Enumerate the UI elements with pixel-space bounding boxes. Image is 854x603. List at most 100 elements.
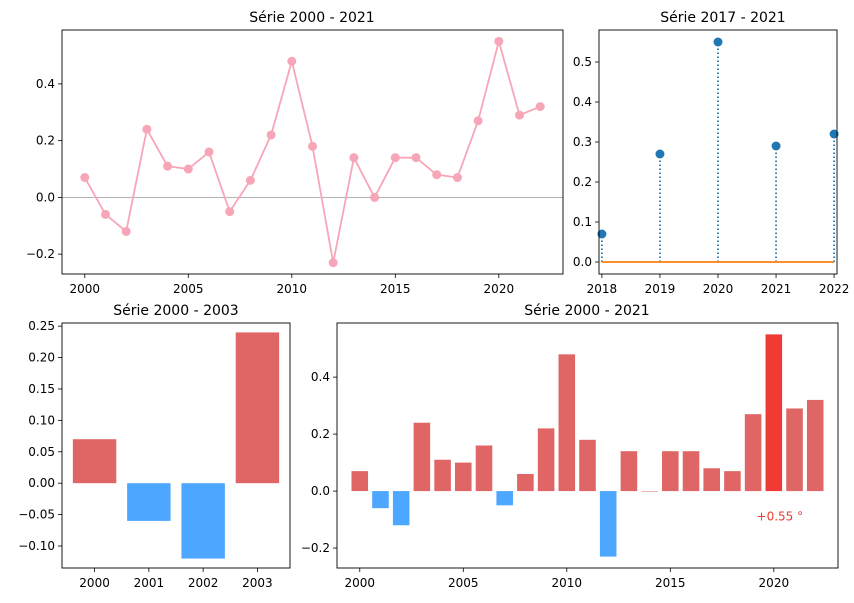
x-tick-label: 2003 — [242, 576, 273, 590]
bar — [724, 471, 741, 492]
x-tick-label: 2001 — [134, 576, 165, 590]
axes-frame — [336, 322, 839, 569]
bar — [786, 408, 803, 492]
bar — [181, 483, 225, 559]
x-tick-label: 2002 — [188, 576, 219, 590]
data-point — [100, 209, 110, 219]
bar — [351, 471, 369, 492]
bar — [620, 451, 638, 492]
y-tick-label: 0.0 — [36, 190, 55, 204]
stem-marker — [597, 229, 607, 239]
x-tick-label: 2005 — [448, 576, 479, 590]
y-tick-label: 0.0 — [573, 255, 592, 269]
y-tick-label: 0.2 — [36, 134, 55, 148]
axes-frame — [61, 29, 564, 275]
bar — [413, 422, 431, 492]
y-tick-label: 0.4 — [36, 77, 55, 91]
data-point — [183, 164, 193, 174]
y-tick-label: −0.2 — [301, 541, 330, 555]
axes-frame — [598, 29, 838, 275]
bar — [235, 332, 280, 484]
y-tick-label: −0.2 — [26, 247, 55, 261]
data-point — [121, 226, 131, 236]
bar — [372, 491, 389, 509]
bar — [392, 491, 410, 526]
data-point — [494, 36, 504, 46]
x-tick-label: 2010 — [552, 576, 583, 590]
y-tick-label: −0.05 — [18, 508, 55, 522]
series-line — [83, 37, 541, 263]
stem-marker — [655, 149, 665, 159]
x-tick-label: 2000 — [344, 576, 375, 590]
y-tick-label: 0.2 — [311, 427, 330, 441]
bar — [455, 462, 472, 492]
y-tick-label: 0.3 — [573, 135, 592, 149]
chart-bottom-left-bar: Série 2000 - 2003 −0.10 −0.05 0.00 0.05 0.10… — [18, 303, 291, 590]
y-tick-label: 0.1 — [573, 215, 592, 229]
x-tick-label: 2018 — [587, 282, 618, 296]
bar — [641, 491, 658, 492]
y-tick-label: 0.00 — [28, 476, 55, 490]
data-point — [390, 153, 400, 163]
x-tick-label: 2020 — [484, 282, 515, 296]
chart-title: Série 2017 - 2021 — [660, 10, 785, 26]
y-tick-label: 0.5 — [573, 55, 592, 69]
data-point — [287, 56, 297, 66]
bar — [72, 439, 117, 484]
bar — [475, 445, 493, 492]
y-tick-label: 0.10 — [28, 413, 55, 427]
bar — [558, 354, 576, 492]
y-tick-label: 0.0 — [311, 484, 330, 498]
x-tick-label: 2020 — [703, 282, 734, 296]
bar — [744, 414, 762, 492]
data-point — [163, 161, 173, 171]
y-tick-label: −0.10 — [18, 539, 55, 553]
bar — [806, 399, 824, 492]
axes-frame — [61, 322, 291, 569]
y-tick-label: 0.05 — [28, 445, 55, 459]
bar — [682, 451, 700, 492]
data-point — [245, 175, 255, 185]
x-tick-label: 2000 — [69, 282, 100, 296]
bar — [537, 428, 555, 492]
data-point — [535, 102, 545, 112]
data-point — [432, 170, 442, 180]
stem-marker — [771, 141, 781, 151]
y-tick-label: 0.4 — [573, 95, 592, 109]
chart-title: Série 2000 - 2021 — [524, 303, 649, 319]
chart-top-right-stem: Série 2017 - 2021 0.0 0.1 0.2 0.3 0.4 0.5 2018… — [573, 10, 849, 296]
highlighted-bar — [765, 334, 783, 492]
bar — [662, 451, 679, 492]
data-point — [80, 173, 90, 183]
x-tick-label: 2021 — [761, 282, 792, 296]
data-point — [515, 110, 525, 120]
stem-marker — [713, 37, 723, 47]
chart-bottom-right-bar: Série 2000 - 2021 +0.55 ° −0.2 0.0 0.2 0.4 20… — [301, 303, 839, 590]
y-tick-label: 0.4 — [311, 370, 330, 384]
data-point — [473, 116, 483, 126]
x-tick-label: 2015 — [380, 282, 411, 296]
data-point — [411, 153, 421, 163]
chart-title: Série 2000 - 2003 — [113, 303, 238, 319]
stem-marker — [829, 129, 839, 139]
x-tick-label: 2005 — [173, 282, 204, 296]
data-point — [328, 258, 338, 268]
x-tick-label: 2015 — [655, 576, 686, 590]
x-tick-label: 2020 — [759, 576, 790, 590]
x-tick-label: 2000 — [79, 576, 110, 590]
data-point — [370, 192, 380, 202]
chart-top-left-line: Série 2000 - 2021 −0.2 0.0 0.2 0.4 2000 2005 2… — [26, 10, 564, 296]
chart-title: Série 2000 - 2021 — [249, 10, 374, 26]
x-tick-label: 2022 — [819, 282, 850, 296]
data-point — [349, 153, 359, 163]
data-point — [225, 207, 235, 217]
bar — [127, 483, 171, 521]
bar — [579, 439, 596, 492]
y-tick-label: 0.20 — [28, 351, 55, 365]
bar — [517, 473, 534, 492]
annotation-label: +0.55 ° — [757, 510, 804, 524]
data-point — [204, 147, 214, 157]
y-tick-label: 0.2 — [573, 175, 592, 189]
y-tick-label: 0.15 — [28, 382, 55, 396]
data-point — [266, 130, 276, 140]
